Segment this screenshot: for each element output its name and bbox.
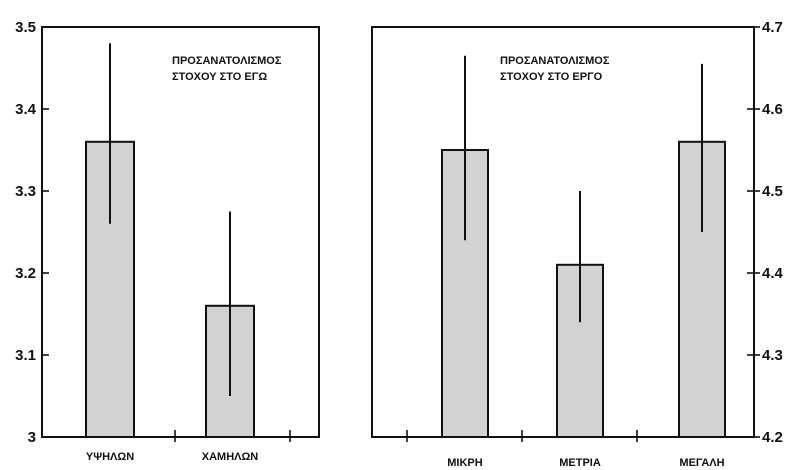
category-label-left-1: ΧΑΜΗΛΩΝ [202,451,259,463]
panel-title-right-line-1: ΠΡΟΣΑΝΑΤΟΛΙΣΜΟΣ [500,55,610,67]
y-tick-label-right-3: 4.5 [762,183,783,200]
category-label-right-1: ΜΕΤΡΙΑ [559,457,601,469]
panel-ego-orientation: ΠΡΟΣΑΝΑΤΟΛΙΣΜΟΣ ΣΤΟΧΟΥ ΣΤΟ ΕΓΩ 3 3.1 3.2 3.… [15,19,320,463]
panel-task-orientation: ΠΡΟΣΑΝΑΤΟΛΙΣΜΟΣ ΣΤΟΧΟΥ ΣΤΟ ΕΡΓΟ 4.2 4.3 4.… [371,19,784,469]
y-tick-label-left-3: 3.3 [15,183,36,200]
category-label-right-0: ΜΙΚΡΗ [447,457,483,469]
category-label-right-2: ΜΕΓΑΛΗ [679,457,724,469]
y-tick-label-left-1: 3.1 [15,347,36,364]
y-tick-label-left-2: 3.2 [15,265,36,282]
plot-frame-left [41,26,320,438]
panel-title-left-line-2: ΣΤΟΧΟΥ ΣΤΟ ΕΓΩ [172,71,267,83]
y-tick-label-right-4: 4.6 [762,101,783,118]
category-label-left-0: ΥΨΗΛΩΝ [86,451,134,463]
panel-title-right-line-2: ΣΤΟΧΟΥ ΣΤΟ ΕΡΓΟ [500,71,603,83]
y-tick-label-right-0: 4.2 [762,429,783,446]
panel-title-left-line-1: ΠΡΟΣΑΝΑΤΟΛΙΣΜΟΣ [172,55,282,67]
y-tick-label-right-5: 4.7 [762,19,783,36]
y-tick-label-right-2: 4.4 [762,265,784,282]
y-tick-label-right-1: 4.3 [762,347,783,364]
y-tick-label-left-4: 3.4 [15,101,37,118]
y-tick-label-left-0: 3 [28,429,36,446]
y-tick-label-left-5: 3.5 [15,19,36,36]
